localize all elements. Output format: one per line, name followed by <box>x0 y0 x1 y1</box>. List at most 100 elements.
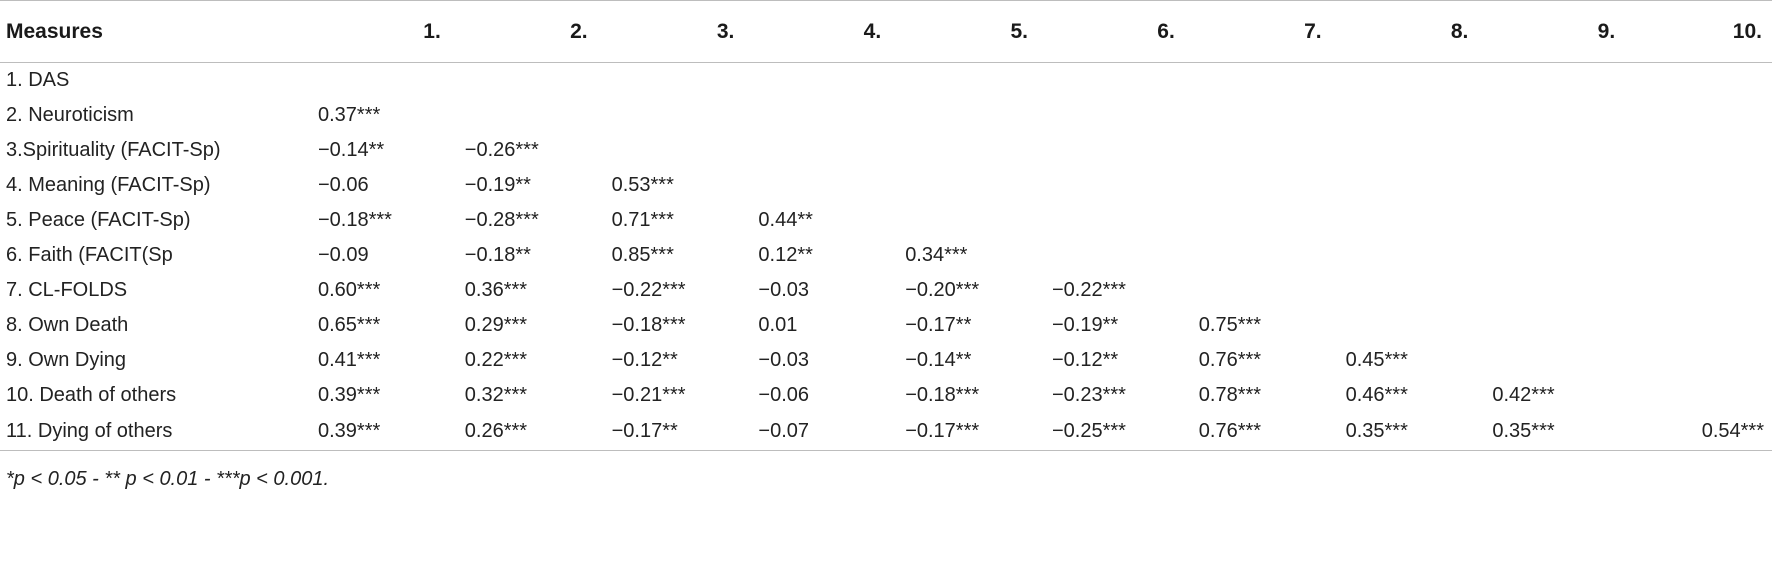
table-cell <box>744 133 891 168</box>
table-cell: 0.29*** <box>464 313 528 336</box>
table-cell: 0.39*** <box>304 412 451 451</box>
table-cell: 0.60*** <box>318 278 381 301</box>
table-cell: 0.36*** <box>464 278 528 301</box>
table-cell: −0.14** <box>318 138 385 161</box>
table-cell: −0.12** <box>1051 348 1119 371</box>
header-col-9: 9. <box>1478 0 1626 63</box>
table-cell: −0.18*** <box>318 208 392 231</box>
table-cell <box>1625 63 1772 98</box>
table-cell <box>1038 203 1185 238</box>
table-cell: 0.44** <box>758 208 813 231</box>
table-cell <box>1332 273 1479 308</box>
table-cell: 0.71*** <box>611 208 674 231</box>
table-row: 1. DAS <box>0 63 1772 98</box>
table-row: 9. Own Dying 0.41*** 0.22*** −0.12** −0.03 −0… <box>0 343 1772 378</box>
table-cell: 0.26*** <box>450 412 598 451</box>
table-cell <box>891 98 1038 133</box>
table-row: 2. Neuroticism 0.37*** <box>0 98 1772 133</box>
table-cell <box>304 63 451 98</box>
row-label: 1. DAS <box>6 68 70 91</box>
table-cell: 0.34*** <box>905 243 968 266</box>
table-cell: −0.22*** <box>1051 278 1126 301</box>
table-cell <box>1478 63 1625 98</box>
header-col-6: 6. <box>1037 0 1185 63</box>
table-row: 10. Death of others 0.39*** 0.32*** −0.21**… <box>0 378 1772 413</box>
table-cell: 0.41*** <box>318 348 381 371</box>
table-cell <box>451 98 598 133</box>
table-cell: −0.17** <box>597 412 745 451</box>
table-cell <box>1478 168 1625 203</box>
table-cell <box>1478 308 1625 343</box>
correlation-table-container: Measures 1. 2. 3. 4. 5. 6. 7. 8. 9. 10. 1. DAS 2. N… <box>0 0 1772 451</box>
table-cell: 0.54*** <box>1625 412 1772 451</box>
row-label: 2. Neuroticism <box>6 103 134 126</box>
table-cell <box>1625 378 1772 413</box>
table-cell <box>1625 273 1772 308</box>
table-body: 1. DAS 2. Neuroticism 0.37*** 3.Spiritualit… <box>0 63 1772 451</box>
row-label: 10. Death of others <box>6 383 177 406</box>
table-cell: −0.18** <box>464 243 531 266</box>
table-cell <box>1185 203 1332 238</box>
table-cell <box>1038 168 1185 203</box>
table-row: 6. Faith (FACIT(Sp −0.09 −0.18** 0.85*** 0.1… <box>0 238 1772 273</box>
header-col-4: 4. <box>744 0 892 63</box>
table-footnote: *p < 0.05 - ** p < 0.01 - ***p < 0.001. <box>6 468 330 490</box>
header-col-5: 5. <box>891 0 1038 63</box>
table-cell: −0.14** <box>905 348 972 371</box>
table-row: 7. CL-FOLDS 0.60*** 0.36*** −0.22*** −0.03 −0… <box>0 273 1772 308</box>
table-cell <box>1625 203 1772 238</box>
table-row: 3.Spirituality (FACIT-Sp) −0.14** −0.26*** <box>0 133 1772 168</box>
header-row: Measures 1. 2. 3. 4. 5. 6. 7. 8. 9. 10. <box>0 0 1772 63</box>
table-cell <box>1332 98 1479 133</box>
table-cell <box>891 63 1038 98</box>
table-cell <box>891 133 1038 168</box>
table-cell: −0.12** <box>611 348 678 371</box>
header-col-1: 1. <box>304 0 451 63</box>
table-cell: 0.01 <box>758 313 798 336</box>
table-cell <box>1038 238 1185 273</box>
table-cell <box>1625 168 1772 203</box>
table-cell <box>1038 63 1185 98</box>
table-cell <box>1185 238 1332 273</box>
row-label: 8. Own Death <box>6 313 129 336</box>
table-cell: −0.19** <box>1051 313 1119 336</box>
table-cell <box>598 98 745 133</box>
table-cell <box>451 63 598 98</box>
table-cell: −0.03 <box>758 278 809 301</box>
row-label: 6. Faith (FACIT(Sp <box>6 243 173 266</box>
table-cell <box>1625 343 1772 378</box>
table-cell: −0.28*** <box>464 208 539 231</box>
table-cell: −0.03 <box>758 348 809 371</box>
table-cell <box>1038 133 1185 168</box>
table-row: 8. Own Death 0.65*** 0.29*** −0.18*** 0.01 −0… <box>0 308 1772 343</box>
correlation-table: Measures 1. 2. 3. 4. 5. 6. 7. 8. 9. 10. 1. DAS 2. N… <box>0 0 1772 451</box>
table-cell: −0.07 <box>744 412 892 451</box>
table-cell: 0.22*** <box>464 348 528 371</box>
table-cell: 0.32*** <box>464 383 528 406</box>
table-cell: 0.65*** <box>318 313 381 336</box>
table-cell: 0.45*** <box>1345 348 1408 371</box>
table-cell <box>1478 273 1625 308</box>
table-cell <box>1478 343 1625 378</box>
table-cell <box>1478 203 1625 238</box>
table-cell: −0.22*** <box>611 278 686 301</box>
table-row: 11. Dying of others 0.39*** 0.26*** −0.17**… <box>0 412 1772 451</box>
table-cell: 0.78*** <box>1198 383 1262 406</box>
table-cell <box>1478 238 1625 273</box>
table-cell <box>1332 308 1479 343</box>
table-cell <box>1185 63 1332 98</box>
table-cell <box>744 98 891 133</box>
table-cell: −0.23*** <box>1051 383 1126 406</box>
table-cell <box>1185 273 1332 308</box>
table-cell <box>598 133 745 168</box>
table-cell <box>1478 98 1625 133</box>
table-cell: −0.06 <box>758 383 809 406</box>
header-col-10: 10. <box>1625 0 1772 63</box>
header-col-2: 2. <box>450 0 598 63</box>
table-cell: 0.46*** <box>1345 383 1408 406</box>
table-cell <box>744 63 891 98</box>
table-cell <box>1332 203 1479 238</box>
table-cell: 0.76*** <box>1184 412 1332 451</box>
header-measures: Measures <box>0 0 304 63</box>
table-header: Measures 1. 2. 3. 4. 5. 6. 7. 8. 9. 10. <box>0 0 1772 63</box>
